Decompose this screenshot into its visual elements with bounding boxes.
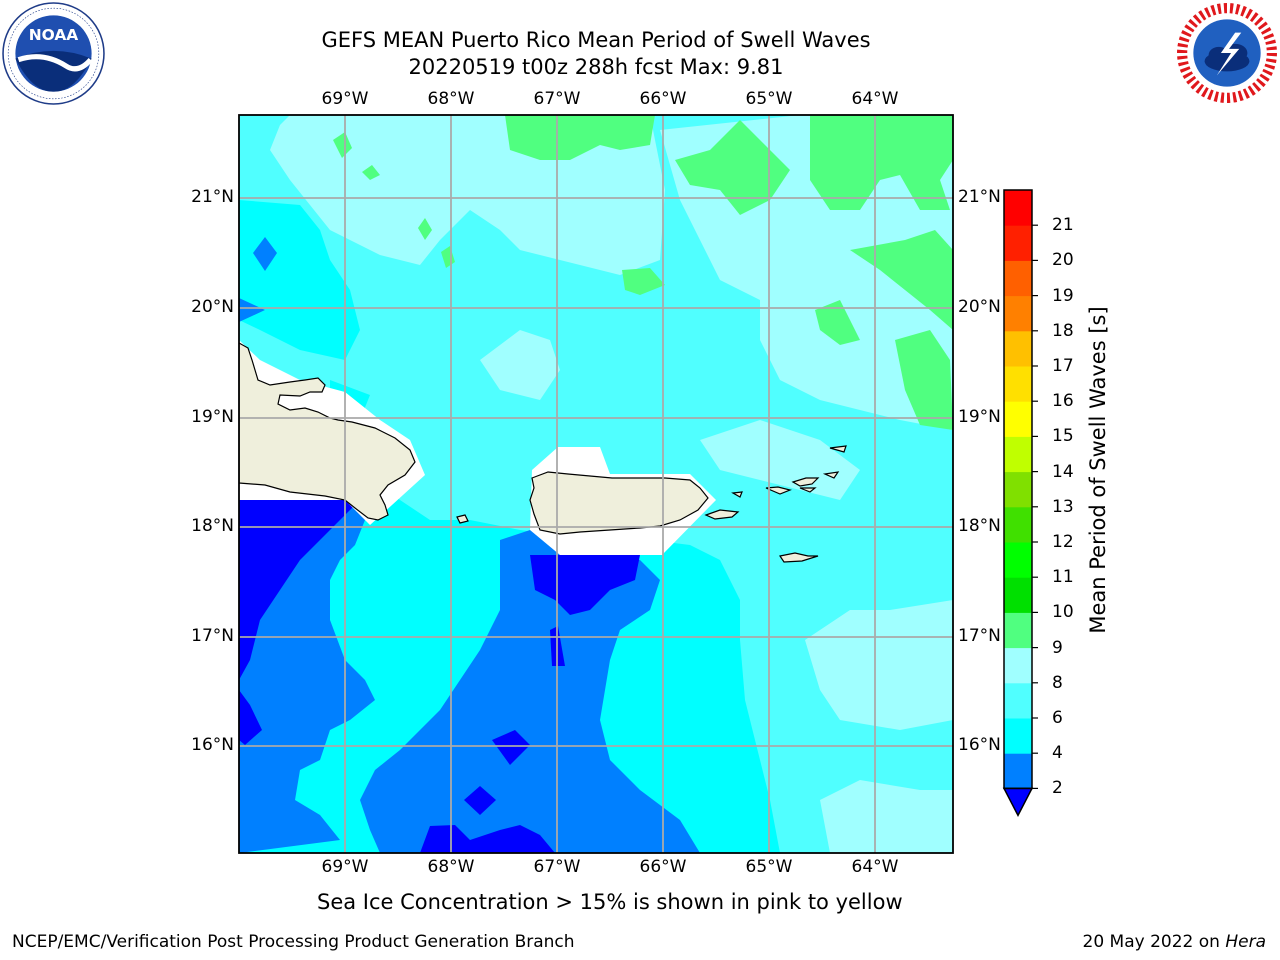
colorbar-segment xyxy=(1004,718,1032,754)
lon-label-bottom: 65°W xyxy=(745,857,793,877)
colorbar-tick-label: 21 xyxy=(1052,215,1074,236)
lat-label-right: 19°N xyxy=(958,407,1001,427)
colorbar-segment xyxy=(1004,612,1032,649)
colorbar-tick-label: 13 xyxy=(1052,496,1074,517)
vieques-island xyxy=(704,509,740,520)
lat-label-right: 21°N xyxy=(958,187,1001,207)
colorbar-segment xyxy=(1004,190,1032,226)
colorbar-tick-label: 6 xyxy=(1052,708,1063,728)
colorbar-tick-label: 16 xyxy=(1052,391,1074,412)
colorbar xyxy=(1002,189,1038,818)
colorbar-tick-label: 19 xyxy=(1052,285,1074,306)
colorbar-segment xyxy=(1004,401,1032,437)
colorbar-title: Mean Period of Swell Waves [s] xyxy=(1086,306,1110,634)
colorbar-tick-label: 2 xyxy=(1052,778,1063,799)
swell-contour-9-10 xyxy=(333,115,953,430)
colorbar-tick-label: 9 xyxy=(1052,637,1063,658)
lon-label-top: 64°W xyxy=(851,89,899,109)
colorbar-segment xyxy=(1004,330,1032,367)
lon-label-bottom: 64°W xyxy=(851,857,899,877)
map-frame xyxy=(238,114,954,854)
footer-machine: Hera xyxy=(1225,932,1266,952)
colorbar-segment xyxy=(1004,682,1032,719)
colorbar-tick-label: 18 xyxy=(1052,320,1074,341)
map-subtitle: 20220519 t00z 288h fcst Max: 9.81 xyxy=(408,55,784,79)
lon-label-bottom: 66°W xyxy=(639,857,687,877)
map-title: GEFS MEAN Puerto Rico Mean Period of Swe… xyxy=(321,28,871,52)
lat-label-left: 21°N xyxy=(191,187,234,207)
lat-label-right: 18°N xyxy=(958,516,1001,536)
lat-label-left: 16°N xyxy=(191,735,234,755)
culebra-island xyxy=(731,491,743,498)
lon-label-bottom: 68°W xyxy=(427,857,475,877)
colorbar-tick-label: 11 xyxy=(1052,567,1074,588)
lat-label-right: 16°N xyxy=(958,735,1001,755)
lat-label-right: 20°N xyxy=(958,297,1001,317)
colorbar-tick-label: 8 xyxy=(1052,672,1063,693)
lon-label-top: 69°W xyxy=(321,89,369,109)
lon-label-top: 65°W xyxy=(745,89,793,109)
colorbar-segment xyxy=(1004,225,1032,261)
lat-label-left: 18°N xyxy=(191,516,234,536)
colorbar-tick-label: 4 xyxy=(1052,743,1063,764)
lon-label-top: 67°W xyxy=(533,89,581,109)
colorbar-segment xyxy=(1004,260,1032,297)
colorbar-segment xyxy=(1004,753,1032,789)
colorbar-segment xyxy=(1004,542,1032,578)
lon-label-top: 68°W xyxy=(427,89,475,109)
colorbar-segment xyxy=(1004,366,1032,402)
colorbar-tick-label: 10 xyxy=(1052,602,1074,623)
colorbar-segment xyxy=(1004,577,1032,613)
colorbar-segment xyxy=(1004,295,1032,332)
footer-credit: NCEP/EMC/Verification Post Processing Pr… xyxy=(12,932,575,952)
national-weather-service-logo xyxy=(1177,3,1277,103)
colorbar-segment xyxy=(1004,471,1032,508)
mona-island xyxy=(456,514,469,524)
lat-label-left: 20°N xyxy=(191,297,234,317)
colorbar-segment xyxy=(1004,506,1032,543)
footer-date: 20 May 2022 on Hera xyxy=(1083,932,1267,952)
sea-ice-caption: Sea Ice Concentration > 15% is shown in … xyxy=(317,890,903,914)
colorbar-outline xyxy=(1003,189,1033,790)
st-croix-island xyxy=(779,552,819,563)
lat-label-left: 17°N xyxy=(191,626,234,646)
colorbar-tick-label: 14 xyxy=(1052,461,1074,482)
colorbar-segment xyxy=(1004,647,1032,684)
map-plot-area xyxy=(239,115,953,853)
colorbar-segment xyxy=(1004,436,1032,473)
svg-text:NOAA: NOAA xyxy=(29,26,79,44)
colorbar-tick-label: 20 xyxy=(1052,250,1074,271)
colorbar-under-triangle xyxy=(1002,787,1034,818)
lat-label-left: 19°N xyxy=(191,407,234,427)
colorbar-tick-label: 12 xyxy=(1052,532,1074,552)
virgin-islands xyxy=(765,445,847,495)
lon-label-bottom: 69°W xyxy=(321,857,369,877)
lat-label-right: 17°N xyxy=(958,626,1001,646)
noaa-logo: NOAA xyxy=(2,2,105,105)
footer-date-text: 20 May 2022 on xyxy=(1082,932,1226,952)
map-gridlines xyxy=(239,115,953,853)
lon-label-top: 66°W xyxy=(639,89,687,109)
lon-label-bottom: 67°W xyxy=(533,857,581,877)
colorbar-tick-label: 15 xyxy=(1052,426,1074,447)
colorbar-tick-label: 17 xyxy=(1052,356,1074,376)
